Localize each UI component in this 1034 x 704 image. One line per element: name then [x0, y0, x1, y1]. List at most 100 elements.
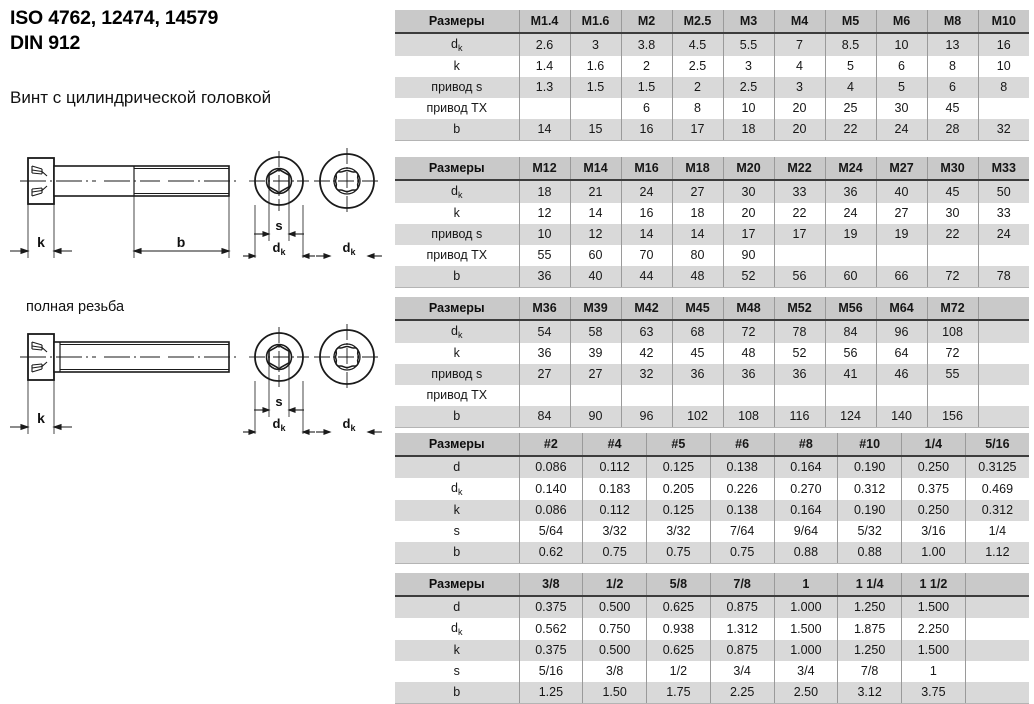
table-cell: 52: [773, 343, 825, 364]
column-header-2: #2: [518, 433, 583, 457]
table-header-label: Размеры: [395, 433, 519, 457]
column-header-m2: M2: [620, 10, 672, 34]
dimension-k: [10, 247, 72, 255]
row-label: dk: [395, 33, 519, 56]
product-name: Винт с цилиндрической головкой: [10, 88, 272, 107]
dimension-label-dk-hex: dk: [273, 240, 287, 257]
row-label: b: [395, 266, 519, 288]
table-cell: 19: [875, 224, 927, 245]
table-cell: 48: [722, 343, 774, 364]
table-cell: 58: [569, 320, 621, 343]
table-cell: 1.25: [518, 682, 583, 704]
table-cell: 90: [722, 245, 774, 266]
table-cell: 55: [926, 364, 978, 385]
row-label: dk: [395, 320, 519, 343]
table-cell: 66: [875, 266, 927, 288]
table-cell: 64: [875, 343, 927, 364]
table-cell: [926, 245, 978, 266]
table-cell: 16: [620, 119, 672, 141]
row-label: k: [395, 56, 519, 77]
table-cell: 1: [901, 661, 966, 682]
table-cell: 102: [671, 406, 723, 428]
column-header-8: #8: [773, 433, 838, 457]
dimension-extension-lines: [27, 196, 230, 258]
table-cell: 10: [875, 33, 927, 56]
table-cell: 2: [620, 56, 672, 77]
table-cell: 0.112: [582, 456, 647, 478]
table-cell: 0.500: [582, 640, 647, 661]
column-header-m56: M56: [824, 297, 876, 321]
table-cell: 24: [824, 203, 876, 224]
row-label: k: [395, 203, 519, 224]
dimension-label-b: b: [177, 234, 186, 250]
table-cell: 1.500: [901, 640, 966, 661]
column-header-m72: M72: [926, 297, 978, 321]
table-cell: 1.50: [582, 682, 647, 704]
table-cell: 2.25: [709, 682, 774, 704]
table-cell: 3: [569, 33, 621, 56]
table-cell: 21: [569, 180, 621, 203]
table-cell: [926, 385, 978, 406]
table-cell: 18: [518, 180, 570, 203]
table-cell: 63: [620, 320, 672, 343]
table-cell: 0.312: [837, 478, 902, 500]
row-label: привод TX: [395, 245, 519, 266]
column-header-m14: M14: [569, 157, 621, 181]
table-row: привод TX 55 60 70 80 90: [395, 245, 1029, 266]
table-cell: 1.500: [901, 596, 966, 618]
table-cell: 55: [518, 245, 570, 266]
table-cell: 0.75: [709, 542, 774, 564]
column-header-m48: M48: [722, 297, 774, 321]
table-cell: 0.562: [518, 618, 583, 640]
table-cell: 56: [824, 343, 876, 364]
row-label: привод s: [395, 364, 519, 385]
table-row: привод s 10 12 14 14 17 17 19 19 22 24: [395, 224, 1029, 245]
table-cell: [671, 385, 723, 406]
table-cell: 7/64: [709, 521, 774, 542]
dimension-label-dk-torx: dk: [343, 240, 357, 257]
table-cell: 0.190: [837, 500, 902, 521]
table-header-label: Размеры: [395, 10, 519, 34]
table-cell: 4: [824, 77, 876, 98]
end-view-hex-socket: s dk: [243, 151, 315, 259]
table-row: b 84 90 96 102 108 116 124 140 156: [395, 406, 1029, 428]
row-label: b: [395, 542, 519, 564]
table-cell: 48: [671, 266, 723, 288]
table-cell: 2.5: [671, 56, 723, 77]
row-label: привод TX: [395, 385, 519, 406]
table-cell: 56: [773, 266, 825, 288]
table-cell: 1.75: [646, 682, 711, 704]
table-cell: 96: [875, 320, 927, 343]
table-cell: 0.312: [964, 500, 1029, 521]
table-cell: 5: [875, 77, 927, 98]
crosshair-hex-2: [249, 327, 309, 387]
table-cell: 0.140: [518, 478, 583, 500]
dimension-k-2: [10, 423, 72, 431]
column-header-78: 7/8: [709, 573, 774, 597]
table-cell: 0.086: [518, 500, 583, 521]
table-cell: 1.4: [518, 56, 570, 77]
table-cell: [518, 385, 570, 406]
table-cell: 36: [773, 364, 825, 385]
table-cell: 12: [569, 224, 621, 245]
column-header-m45: M45: [671, 297, 723, 321]
column-header-4: #4: [582, 433, 647, 457]
table-cell: 2.250: [901, 618, 966, 640]
table-cell: 1.500: [773, 618, 838, 640]
table-cell: 0.75: [646, 542, 711, 564]
table-cell: 0.500: [582, 596, 647, 618]
table-cell: 13: [926, 33, 978, 56]
column-header-m8: M8: [926, 10, 978, 34]
table-cell: 3/4: [709, 661, 774, 682]
table-cell: 7/8: [837, 661, 902, 682]
table-row: k 0.086 0.112 0.125 0.138 0.164 0.190 0.250 0.31…: [395, 500, 1029, 521]
table-cell: 30: [926, 203, 978, 224]
table-cell: 45: [671, 343, 723, 364]
column-header-5: #5: [646, 433, 711, 457]
column-header-empty: [977, 297, 1029, 321]
table-cell: 18: [671, 203, 723, 224]
table-cell: 50: [977, 180, 1029, 203]
table-cell: [977, 343, 1029, 364]
table-cell: 1.00: [901, 542, 966, 564]
table-cell: [964, 640, 1029, 661]
